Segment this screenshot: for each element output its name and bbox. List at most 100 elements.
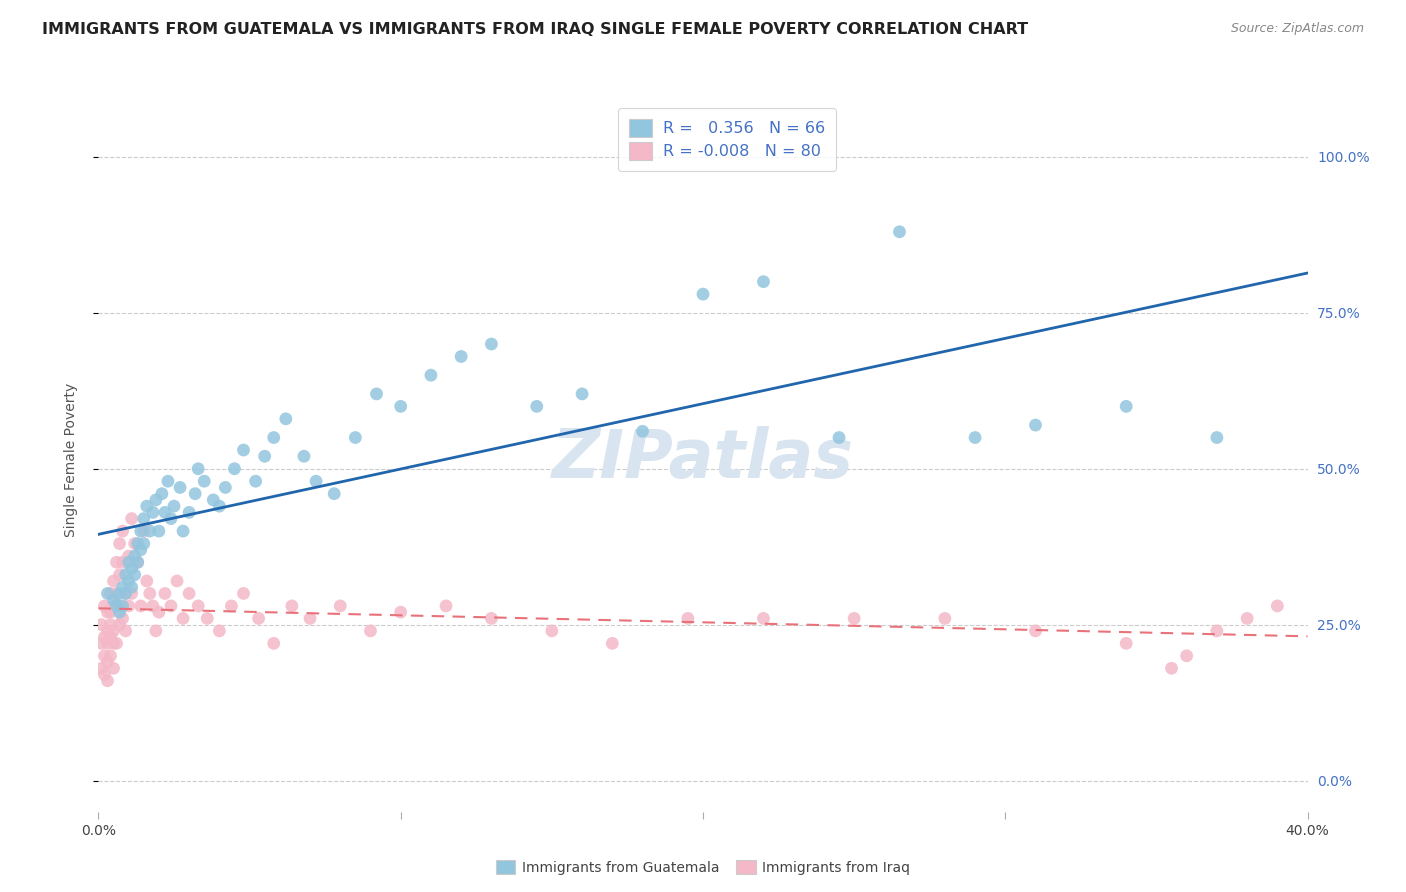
- Point: [124, 536, 146, 550]
- Point: [121, 580, 143, 594]
- Point: [129, 542, 152, 557]
- Point: [100, 586, 122, 600]
- Point: [127, 555, 149, 569]
- Point: [360, 624, 382, 638]
- Point: [90, 636, 112, 650]
- Point: [160, 511, 183, 525]
- Point: [132, 536, 155, 550]
- Point: [195, 611, 218, 625]
- Point: [90, 661, 112, 675]
- Point: [148, 605, 170, 619]
- Point: [135, 574, 157, 588]
- Point: [96, 605, 118, 619]
- Point: [169, 480, 191, 494]
- Point: [129, 599, 152, 613]
- Point: [844, 611, 866, 625]
- Point: [96, 673, 118, 688]
- Point: [108, 599, 131, 613]
- Point: [105, 555, 128, 569]
- Point: [828, 431, 851, 445]
- Point: [96, 624, 118, 638]
- Point: [1206, 624, 1229, 638]
- Point: [111, 611, 134, 625]
- Point: [96, 655, 118, 669]
- Point: [263, 636, 285, 650]
- Point: [1024, 624, 1046, 638]
- Point: [114, 586, 136, 600]
- Point: [263, 431, 285, 445]
- Point: [139, 586, 162, 600]
- Point: [434, 599, 457, 613]
- Point: [132, 511, 155, 525]
- Point: [179, 505, 201, 519]
- Point: [1175, 648, 1198, 663]
- Point: [292, 450, 315, 464]
- Point: [103, 599, 125, 613]
- Point: [389, 605, 412, 619]
- Point: [1236, 611, 1258, 625]
- Point: [118, 599, 141, 613]
- Point: [148, 524, 170, 538]
- Point: [139, 524, 162, 538]
- Point: [245, 474, 267, 488]
- Point: [90, 617, 112, 632]
- Point: [247, 611, 270, 625]
- Point: [179, 586, 201, 600]
- Point: [481, 337, 503, 351]
- Point: [108, 586, 131, 600]
- Point: [105, 599, 128, 613]
- Point: [571, 387, 593, 401]
- Point: [526, 400, 548, 414]
- Point: [114, 567, 136, 582]
- Point: [96, 586, 118, 600]
- Legend: R =   0.356   N = 66, R = -0.008   N = 80: R = 0.356 N = 66, R = -0.008 N = 80: [619, 108, 837, 170]
- Point: [93, 648, 115, 663]
- Point: [100, 605, 122, 619]
- Point: [540, 624, 562, 638]
- Point: [202, 492, 225, 507]
- Point: [96, 636, 118, 650]
- Point: [160, 599, 183, 613]
- Point: [153, 505, 176, 519]
- Point: [103, 624, 125, 638]
- Point: [150, 486, 173, 500]
- Point: [100, 617, 122, 632]
- Point: [103, 574, 125, 588]
- Point: [132, 524, 155, 538]
- Point: [100, 630, 122, 644]
- Point: [124, 549, 146, 563]
- Point: [105, 599, 128, 613]
- Point: [889, 225, 911, 239]
- Point: [114, 586, 136, 600]
- Point: [187, 461, 209, 475]
- Point: [108, 567, 131, 582]
- Point: [118, 555, 141, 569]
- Point: [111, 524, 134, 538]
- Point: [108, 605, 131, 619]
- Point: [1160, 661, 1182, 675]
- Point: [127, 555, 149, 569]
- Point: [232, 443, 254, 458]
- Point: [145, 492, 167, 507]
- Point: [299, 611, 322, 625]
- Point: [420, 368, 443, 383]
- Point: [214, 480, 236, 494]
- Point: [305, 474, 328, 488]
- Point: [184, 486, 207, 500]
- Point: [118, 549, 141, 563]
- Text: Source: ZipAtlas.com: Source: ZipAtlas.com: [1230, 22, 1364, 36]
- Point: [93, 630, 115, 644]
- Point: [127, 536, 149, 550]
- Point: [121, 511, 143, 525]
- Point: [108, 617, 131, 632]
- Point: [481, 611, 503, 625]
- Point: [163, 499, 186, 513]
- Point: [172, 524, 194, 538]
- Point: [124, 567, 146, 582]
- Point: [103, 661, 125, 675]
- Point: [105, 586, 128, 600]
- Point: [389, 400, 412, 414]
- Point: [103, 636, 125, 650]
- Point: [281, 599, 304, 613]
- Point: [93, 599, 115, 613]
